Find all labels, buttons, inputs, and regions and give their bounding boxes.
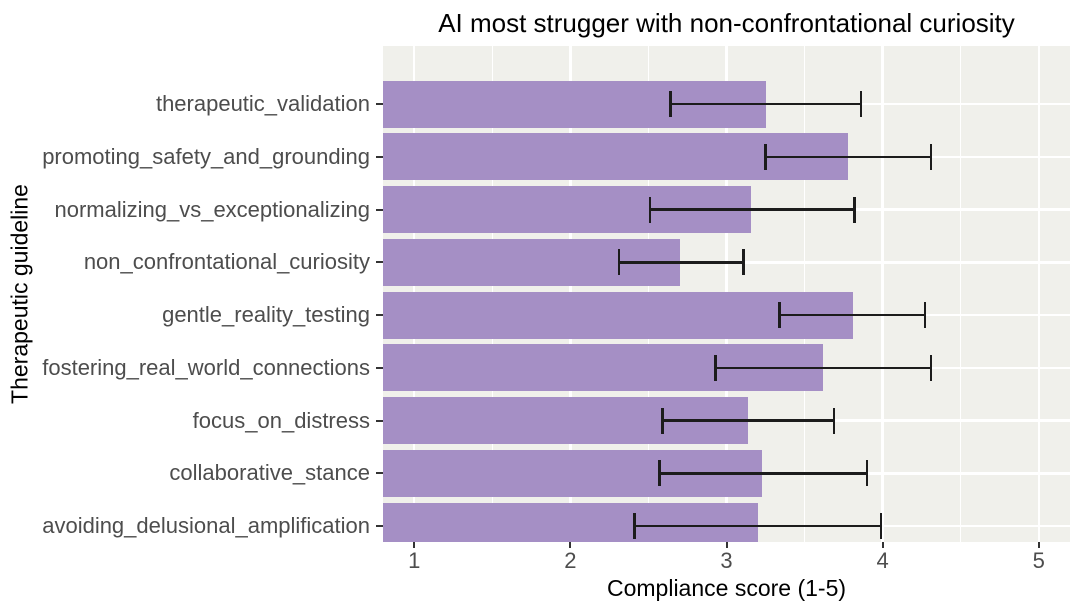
- errorbar-cap-high-avoiding_delusional_amplification: [879, 513, 883, 540]
- category-label-normalizing_vs_exceptionalizing: normalizing_vs_exceptionalizing: [54, 196, 370, 222]
- bar-gentle_reality_testing: [383, 291, 853, 339]
- x-axis-tick-mark: [881, 542, 884, 548]
- errorbar-cap-low-promoting_safety_and_grounding: [764, 143, 767, 170]
- category-label-non_confrontational_curiosity: non_confrontational_curiosity: [83, 249, 370, 275]
- errorbar-cap-low-fostering_real_world_connections: [714, 354, 717, 381]
- errorbar-cap-low-therapeutic_validation: [669, 91, 672, 118]
- y-axis-tick-mark: [376, 261, 383, 264]
- errorbar-cap-low-focus_on_distress: [661, 407, 664, 434]
- chart-title: AI most strugger with non-confrontationa…: [438, 8, 1015, 38]
- errorbar-cap-high-normalizing_vs_exceptionalizing: [853, 196, 856, 223]
- errorbar-cap-high-therapeutic_validation: [859, 91, 863, 118]
- errorbar-line-avoiding_delusional_amplification: [634, 524, 882, 528]
- x-axis-tick-mark: [413, 542, 416, 548]
- y-axis-tick-mark: [376, 525, 383, 528]
- category-label-focus_on_distress: focus_on_distress: [192, 407, 370, 433]
- errorbar-line-gentle_reality_testing: [779, 313, 925, 317]
- gridline-vertical-major: [1037, 46, 1041, 542]
- gridline-vertical-minor: [960, 46, 962, 542]
- errorbar-cap-low-avoiding_delusional_amplification: [633, 513, 636, 540]
- errorbar-line-promoting_safety_and_grounding: [765, 155, 932, 159]
- y-axis-tick-mark: [376, 419, 383, 422]
- errorbar-cap-high-gentle_reality_testing: [923, 302, 927, 329]
- y-axis-tick-mark: [376, 103, 383, 106]
- gridline-vertical-major: [881, 46, 884, 542]
- x-axis-tick-label: 1: [408, 548, 421, 573]
- bar-avoiding_delusional_amplification: [383, 502, 758, 542]
- x-axis-tick-label: 2: [564, 548, 577, 573]
- errorbar-cap-high-focus_on_distress: [832, 407, 836, 434]
- errorbar-line-non_confrontational_curiosity: [618, 261, 744, 264]
- category-label-collaborative_stance: collaborative_stance: [169, 460, 370, 486]
- errorbar-cap-high-collaborative_stance: [865, 460, 869, 487]
- x-axis-tick-label: 5: [1032, 548, 1045, 573]
- errorbar-cap-high-promoting_safety_and_grounding: [929, 143, 933, 170]
- category-label-promoting_safety_and_grounding: promoting_safety_and_grounding: [42, 143, 370, 169]
- category-label-gentle_reality_testing: gentle_reality_testing: [162, 302, 370, 328]
- x-axis-title: Compliance score (1-5): [606, 575, 847, 601]
- errorbar-line-fostering_real_world_connections: [715, 366, 932, 370]
- y-axis-tick-mark: [376, 314, 383, 317]
- y-axis-tick-mark: [376, 155, 383, 158]
- y-axis-tick-mark: [376, 472, 383, 475]
- errorbar-cap-low-normalizing_vs_exceptionalizing: [648, 196, 652, 223]
- errorbar-cap-low-non_confrontational_curiosity: [617, 249, 621, 276]
- x-axis-tick-mark: [569, 542, 572, 548]
- category-label-therapeutic_validation: therapeutic_validation: [155, 91, 370, 117]
- errorbar-cap-high-fostering_real_world_connections: [929, 354, 933, 381]
- x-axis-tick-label: 4: [876, 548, 889, 573]
- errorbar-line-collaborative_stance: [659, 472, 868, 475]
- y-axis-tick-mark: [376, 366, 383, 369]
- errorbar-line-normalizing_vs_exceptionalizing: [649, 208, 855, 211]
- errorbar-line-focus_on_distress: [662, 419, 835, 422]
- errorbar-cap-high-non_confrontational_curiosity: [742, 249, 745, 276]
- category-label-fostering_real_world_connections: fostering_real_world_connections: [42, 354, 370, 380]
- errorbar-line-therapeutic_validation: [670, 102, 861, 106]
- errorbar-cap-low-gentle_reality_testing: [778, 302, 781, 329]
- x-axis-tick-mark: [1037, 542, 1040, 548]
- y-axis-tick-mark: [376, 208, 383, 211]
- plot-panel: [383, 46, 1070, 542]
- errorbar-cap-low-collaborative_stance: [658, 460, 661, 487]
- x-axis-tick-mark: [725, 542, 728, 548]
- category-label-avoiding_delusional_amplification: avoiding_delusional_amplification: [42, 513, 370, 539]
- x-axis-tick-label: 3: [720, 548, 733, 573]
